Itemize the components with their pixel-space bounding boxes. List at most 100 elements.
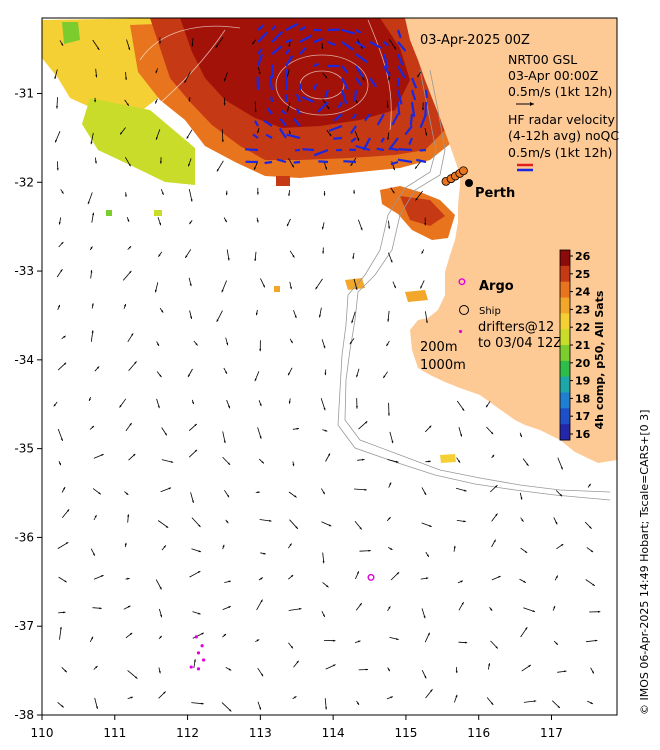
velocity-arrowhead [216,319,219,322]
bathymetry-contours [337,69,611,501]
velocity-arrowhead [590,702,593,704]
velocity-arrowhead [124,542,127,546]
velocity-arrowhead [388,606,391,609]
velocity-arrowhead [325,707,327,710]
colorbar-tick-label: 26 [575,250,591,263]
sst-field [42,18,456,463]
colorbar-tick-label: 18 [575,392,590,405]
velocity-arrowhead [135,676,138,679]
velocity-arrowhead [396,572,400,575]
velocity-arrowhead [128,47,131,50]
perth-label: Perth [475,186,515,201]
velocity-arrowhead [128,163,131,167]
velocity-arrowhead [351,320,354,324]
velocity-arrowhead [564,670,567,673]
velocity-arrowhead [92,212,95,216]
velocity-arrowhead [159,161,162,164]
velocity-arrowhead [259,348,262,352]
velocity-arrowhead [396,460,399,463]
velocity-arrowhead [393,285,396,289]
velocity-arrowhead [134,361,137,364]
radar-arrow [285,48,290,55]
drifter-point [196,651,201,655]
argo-float [367,573,375,581]
legend-model-time: 03-Apr 00:00Z [508,68,598,83]
radar-arrow [245,148,259,152]
velocity-arrowhead [227,258,230,261]
velocity-arrowhead [58,222,61,225]
y-tick-label: -35 [14,442,34,456]
velocity-arrowhead [396,638,399,640]
velocity-arrowhead [61,242,64,245]
colorbar-tick-label: 23 [575,303,590,316]
velocity-arrowhead [360,227,363,231]
velocity-arrowhead [315,286,318,290]
radar-arrow [343,160,357,164]
radar-arrow [355,53,368,64]
colorbar-tick-label: 21 [575,339,590,352]
radar-arrow [382,53,389,69]
velocity-arrowhead [159,587,162,590]
velocity-arrowhead [425,320,428,324]
radar-arrow [263,119,273,127]
velocity-arrowhead [263,552,266,555]
radar-arrow [292,117,301,127]
velocity-arrowhead [453,545,456,549]
velocity-arrowhead [158,671,161,674]
velocity-arrowhead [387,668,390,672]
radar-arrow [390,160,399,166]
radar-arrow [404,125,413,136]
velocity-arrowhead [427,632,430,636]
velocity-arrowhead [189,221,192,225]
radar-arrow [299,34,313,43]
radar-arrow [313,148,329,157]
velocity-arrowhead [290,286,292,290]
velocity-arrowhead [124,194,127,197]
velocity-arrowhead [58,304,60,308]
velocity-arrowhead [290,575,294,578]
velocity-arrowhead [124,304,126,307]
velocity-arrowhead [287,223,289,227]
radar-arrow [398,148,413,152]
velocity-arrowhead [158,254,161,257]
velocity-arrowhead [463,520,466,523]
velocity-arrowhead [259,436,262,439]
velocity-arrowhead [95,666,98,669]
colorbar-segment [560,313,570,330]
radar-arrow [380,137,385,143]
velocity-arrowhead [188,99,191,102]
velocity-arrowhead [324,372,327,376]
velocity-arrowhead [359,527,362,530]
velocity-arrowhead [91,330,94,333]
velocity-arrowhead [288,401,291,404]
velocity-arrowhead [185,255,188,258]
velocity-arrowhead [99,607,102,610]
velocity-arrowhead [464,489,467,492]
radar-arrow [276,158,287,164]
velocity-arrowhead [222,544,225,548]
velocity-arrowhead [294,495,297,498]
radar-arrow [340,89,348,105]
radar-arrow [324,89,330,98]
velocity-arrowhead [325,167,327,170]
velocity-arrowhead [130,696,133,699]
velocity-arrowhead [259,707,261,710]
radar-arrow [410,89,417,101]
y-tick-label: -34 [14,353,34,367]
velocity-arrowhead [254,258,257,261]
velocity-arrowhead [87,201,90,205]
velocity-arrowhead [91,425,94,429]
velocity-arrowhead [591,671,594,674]
velocity-arrowhead [392,190,395,194]
velocity-arrowhead [383,375,386,378]
velocity-arrowhead [159,374,162,378]
velocity-arrowhead [464,641,468,644]
velocity-arrowhead [256,192,259,195]
velocity-arrowhead [325,75,328,79]
velocity-arrowhead [55,140,57,143]
velocity-arrowhead [65,542,69,545]
velocity-arrowhead [559,493,562,497]
colorbar-segment [560,392,570,409]
radar-arrow [252,133,259,139]
velocity-arrowhead [125,492,129,495]
